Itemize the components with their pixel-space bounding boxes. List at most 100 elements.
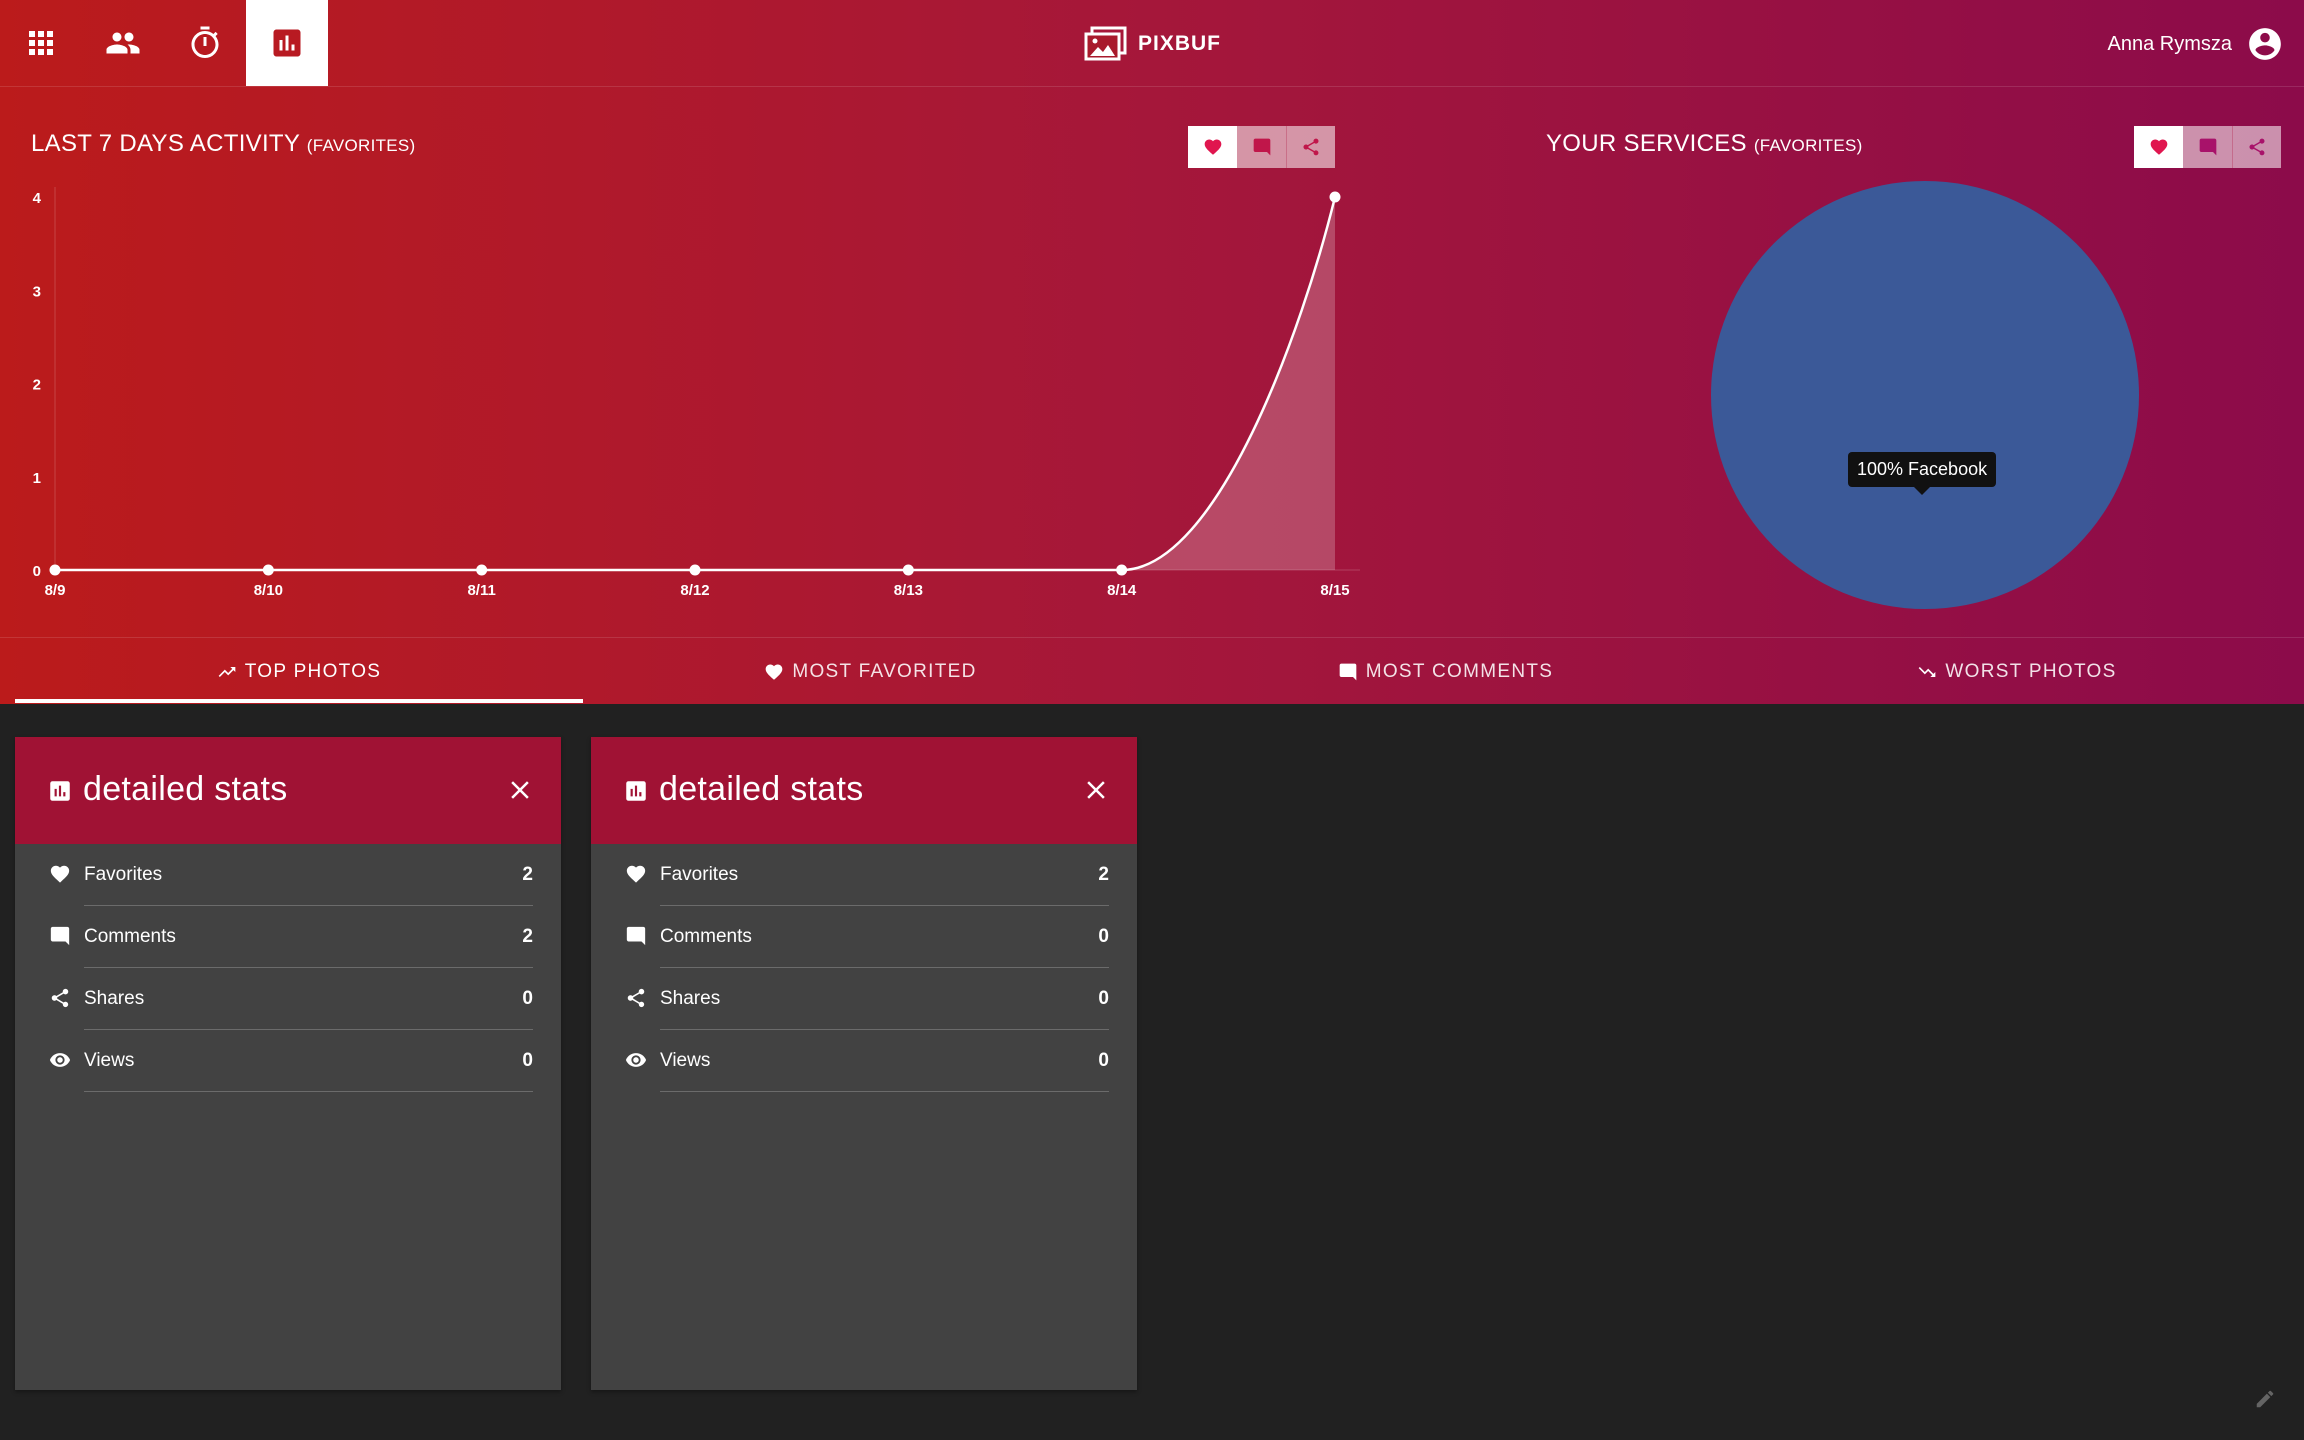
stat-value: 0	[1098, 1050, 1109, 1071]
tab-worst-photos[interactable]: WORST PHOTOS	[1733, 638, 2301, 705]
bar-chart-icon	[50, 781, 70, 801]
activity-title-sub: (FAVORITES)	[306, 136, 416, 155]
stat-row-favorites: Favorites 2	[591, 844, 1137, 906]
comment-icon	[626, 926, 646, 946]
stat-row-comments: Comments 2	[15, 906, 561, 968]
activity-panel-title: LAST 7 DAYS ACTIVITY (FAVORITES)	[31, 130, 416, 158]
tab-label: MOST COMMENTS	[1365, 660, 1554, 682]
divider	[84, 905, 533, 906]
eye-icon	[625, 1053, 647, 1067]
data-point	[49, 564, 61, 576]
stat-row-shares: Shares 0	[591, 968, 1137, 1030]
x-tick-label: 8/11	[467, 582, 495, 599]
services-filter-shares[interactable]	[2232, 126, 2281, 168]
services-filter-group	[2134, 126, 2281, 168]
y-tick-label: 1	[33, 470, 41, 487]
pie-tooltip: 100% Facebook	[1848, 452, 1997, 495]
services-filter-comments[interactable]	[2183, 126, 2232, 168]
nav-stats-button[interactable]	[246, 0, 328, 86]
heart-icon	[1204, 139, 1221, 155]
y-tick-label: 3	[33, 283, 41, 300]
y-tick-label: 0	[33, 563, 41, 580]
stat-value: 0	[522, 1050, 533, 1071]
comment-icon	[1339, 663, 1357, 680]
x-tick-label: 8/10	[254, 582, 283, 599]
close-button[interactable]	[1079, 773, 1113, 807]
divider	[660, 1029, 1109, 1030]
people-icon	[106, 32, 140, 54]
services-panel-title: YOUR SERVICES (FAVORITES)	[1546, 130, 1863, 158]
stat-value: 2	[1098, 864, 1109, 885]
share-icon	[627, 988, 645, 1008]
services-title-text: YOUR SERVICES	[1546, 130, 1747, 157]
series-area-fill	[55, 197, 1335, 570]
activity-filter-shares[interactable]	[1286, 126, 1335, 168]
activity-filter-favorites[interactable]	[1188, 126, 1237, 168]
services-filter-favorites[interactable]	[2134, 126, 2183, 168]
tab-label: MOST FAVORITED	[792, 660, 977, 682]
x-tick-label: 8/15	[1320, 582, 1349, 599]
brand-logo[interactable]: PIXBUF	[1084, 22, 1221, 66]
user-menu[interactable]: Anna Rymsza	[2108, 20, 2285, 68]
stat-label: Views	[660, 1050, 711, 1071]
data-point	[476, 564, 488, 576]
nav-apps-button[interactable]	[0, 0, 82, 86]
divider	[660, 1091, 1109, 1092]
activity-filter-group	[1188, 126, 1335, 168]
close-button[interactable]	[503, 773, 537, 807]
detailed-stats-card: detailed stats Favorites 2 Comments 0 Sh…	[591, 737, 1137, 1390]
activity-filter-comments[interactable]	[1237, 126, 1286, 168]
tab-top-photos[interactable]: TOP PHOTOS	[15, 638, 583, 705]
activity-title-text: LAST 7 DAYS ACTIVITY	[31, 130, 300, 157]
stat-row-shares: Shares 0	[15, 968, 561, 1030]
stat-value: 2	[522, 926, 533, 947]
feedback-icon[interactable]	[2254, 1388, 2276, 1410]
active-tab-indicator	[15, 699, 583, 703]
data-point	[262, 564, 274, 576]
tab-most-comments[interactable]: MOST COMMENTS	[1158, 638, 1733, 705]
bar-chart-icon	[626, 781, 646, 801]
stat-label: Comments	[660, 926, 752, 947]
stat-value: 0	[1098, 988, 1109, 1009]
nav-people-button[interactable]	[82, 0, 164, 86]
stat-value: 2	[522, 864, 533, 885]
trending-down-icon	[1919, 666, 1936, 677]
y-tick-label: 2	[33, 377, 41, 394]
heart-icon	[50, 865, 70, 883]
tab-label: TOP PHOTOS	[244, 660, 382, 682]
timer-icon	[191, 26, 219, 58]
comment-icon	[1253, 138, 1270, 156]
heart-icon	[2150, 139, 2167, 155]
nav-timer-button[interactable]	[164, 0, 246, 86]
share-icon	[2249, 138, 2265, 156]
stat-value: 0	[522, 988, 533, 1009]
eye-icon	[49, 1053, 71, 1067]
divider	[84, 967, 533, 968]
photo-tabs: TOP PHOTOS MOST FAVORITED MOST COMMENTS …	[0, 637, 2304, 704]
divider	[84, 1091, 533, 1092]
tab-label: WORST PHOTOS	[1945, 660, 2117, 682]
stat-value: 0	[1098, 926, 1109, 947]
x-tick-label: 8/13	[894, 582, 923, 599]
tab-most-favorited[interactable]: MOST FAVORITED	[583, 638, 1158, 705]
x-tick-label: 8/9	[45, 582, 66, 599]
data-point	[1116, 564, 1128, 576]
data-point	[902, 564, 914, 576]
divider	[660, 905, 1109, 906]
stat-label: Shares	[660, 988, 721, 1009]
stat-row-favorites: Favorites 2	[15, 844, 561, 906]
stat-row-comments: Comments 0	[591, 906, 1137, 968]
card-header: detailed stats	[15, 737, 561, 844]
pie-slice-facebook[interactable]	[1711, 181, 2139, 609]
stat-label: Favorites	[660, 864, 739, 885]
stat-row-views: Views 0	[591, 1030, 1137, 1092]
data-point	[1329, 191, 1341, 203]
stat-row-views: Views 0	[15, 1030, 561, 1092]
account-circle-icon	[2249, 28, 2281, 60]
detailed-stats-card: detailed stats Favorites 2 Comments 2 Sh…	[15, 737, 561, 1390]
close-icon	[1087, 781, 1105, 799]
stat-label: Comments	[84, 926, 176, 947]
y-tick-label: 4	[33, 190, 42, 207]
series-line	[55, 196, 1337, 572]
data-point	[689, 564, 701, 576]
